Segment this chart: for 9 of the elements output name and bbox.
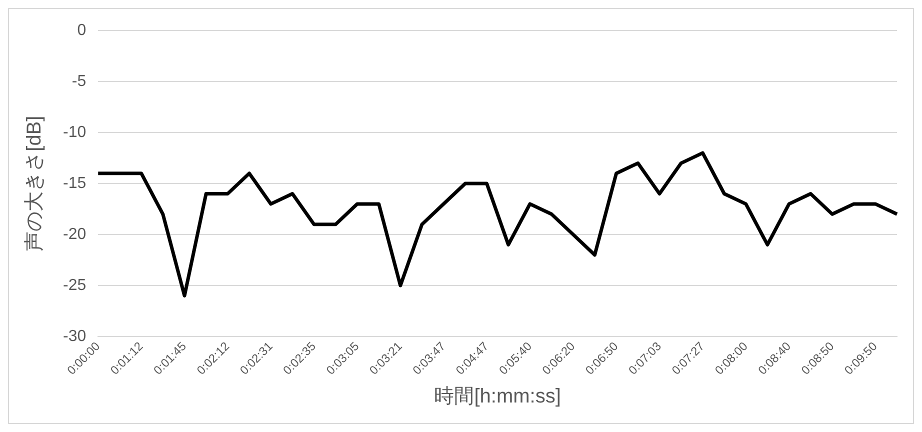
- x-axis-title: 時間[h:mm:ss]: [434, 386, 561, 408]
- y-tick-label: -10: [63, 124, 86, 141]
- y-tick-label: -25: [63, 276, 86, 294]
- y-tick-label: -5: [72, 72, 86, 90]
- y-axis-title: 声の大きさ[dB]: [24, 116, 46, 252]
- y-tick-label: -20: [63, 226, 86, 243]
- y-tick-label: -30: [63, 328, 86, 345]
- y-tick-label: 0: [77, 22, 86, 40]
- y-tick-label: -15: [63, 174, 86, 192]
